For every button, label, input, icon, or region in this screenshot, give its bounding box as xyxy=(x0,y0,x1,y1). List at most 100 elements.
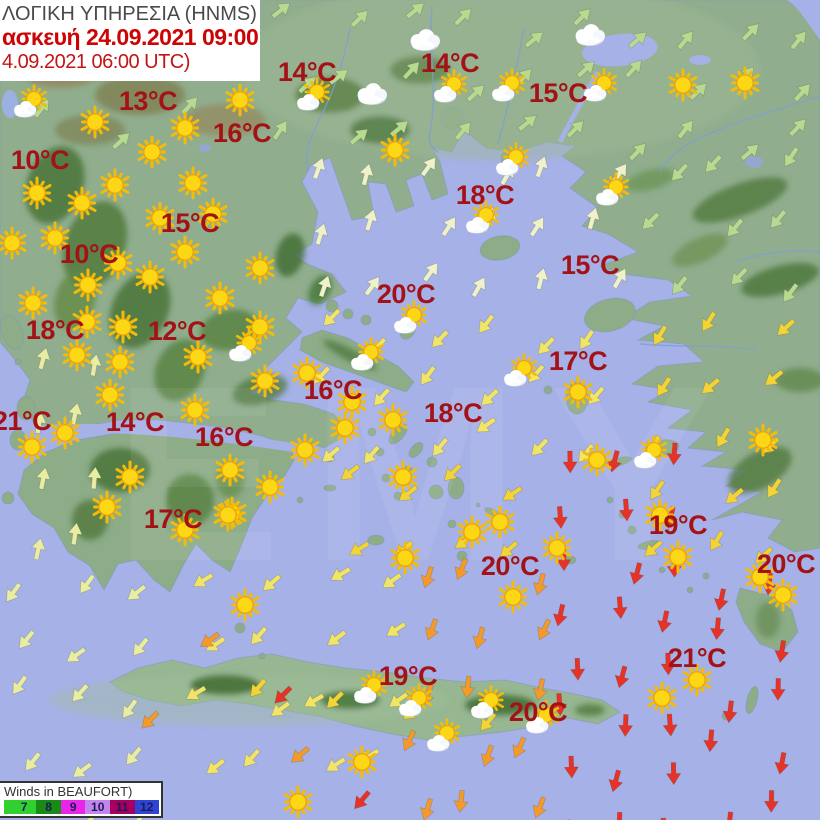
temperature-label: 15°C xyxy=(561,250,619,280)
sun-icon xyxy=(213,498,243,532)
header-box: ΛΟΓΙΚΗ ΥΠΗΡΕΣΙΑ (HNMS) ασκευή 24.09.2021… xyxy=(0,0,260,81)
wind-arrow xyxy=(709,617,726,641)
cloud-icon xyxy=(14,100,37,118)
wind-arrow xyxy=(71,683,90,703)
wind-arrow xyxy=(454,557,469,581)
cloud-icon xyxy=(399,699,422,717)
wind-arrow xyxy=(453,789,469,814)
wind-arrow xyxy=(650,479,666,501)
wind-arrow xyxy=(443,463,463,482)
wind-arrow xyxy=(764,369,785,386)
wind-arrow xyxy=(533,155,549,179)
wind-arrow xyxy=(478,313,495,334)
cloud-icon xyxy=(526,716,549,734)
sun-icon xyxy=(17,430,47,464)
temperature-label: 15°C xyxy=(529,78,587,108)
wind-arrow xyxy=(612,596,628,620)
wind-arrow xyxy=(262,573,282,591)
cloud-icon xyxy=(297,93,320,111)
wind-arrow xyxy=(274,685,293,704)
wind-arrow xyxy=(420,797,435,820)
wind-arrow xyxy=(617,714,634,738)
wind-arrow xyxy=(532,678,548,702)
wind-arrow xyxy=(701,377,721,394)
wind-arrow xyxy=(657,610,673,634)
cloud-icon xyxy=(427,734,450,752)
wind-arrow xyxy=(552,505,568,530)
wind-arrow xyxy=(774,751,790,775)
wind-arrow xyxy=(420,156,436,178)
sun-icon xyxy=(230,588,260,622)
legend-scale-cell: 8 xyxy=(36,800,61,814)
legend-scale-cell: 10 xyxy=(85,800,110,814)
wind-arrow xyxy=(739,144,760,162)
wind-arrow xyxy=(424,618,440,641)
wind-arrow xyxy=(611,267,627,290)
wind-arrow xyxy=(614,665,630,689)
wind-arrow xyxy=(789,30,807,51)
cloud-icon xyxy=(410,29,440,51)
wind-arrow xyxy=(563,755,580,779)
sun-icon xyxy=(255,470,285,504)
sun-icon xyxy=(647,681,677,715)
wind-arrow xyxy=(704,154,723,173)
sun-icon xyxy=(198,197,228,231)
wind-arrow xyxy=(250,677,268,698)
wind-arrow xyxy=(579,329,595,350)
wind-arrow xyxy=(66,646,87,663)
wind-arrow xyxy=(552,603,568,627)
wind-arrow xyxy=(641,211,661,230)
wind-arrow xyxy=(588,385,606,405)
wind-arrow xyxy=(585,207,601,230)
temperature-label: 18°C xyxy=(26,315,84,345)
wind-arrow xyxy=(466,84,485,103)
cloud-icon xyxy=(434,85,457,103)
wind-arrow xyxy=(250,625,268,645)
wind-arrow xyxy=(517,115,537,132)
wind-arrow xyxy=(624,59,642,79)
wind-arrow xyxy=(774,639,790,664)
wind-arrow xyxy=(180,96,198,116)
wind-arrow xyxy=(531,437,550,457)
wind-arrow xyxy=(31,410,47,435)
sun-icon xyxy=(390,541,420,575)
wind-arrow xyxy=(325,756,347,772)
cloud-icon xyxy=(229,344,252,362)
sun-icon xyxy=(388,460,418,494)
wind-arrow xyxy=(725,487,745,504)
wind-arrow xyxy=(72,761,93,778)
sun-icon xyxy=(92,490,122,524)
wind-arrow xyxy=(86,466,103,490)
wind-arrow xyxy=(389,120,409,138)
sun-icon xyxy=(115,460,145,494)
wind-arrow xyxy=(480,711,498,732)
legend-scale-cell: 11 xyxy=(109,800,135,814)
sun-icon xyxy=(62,338,92,372)
temperature-label: 17°C xyxy=(144,504,202,534)
sun-icon xyxy=(768,578,798,612)
wind-arrow xyxy=(499,540,519,558)
lake xyxy=(689,55,711,65)
sun-icon xyxy=(170,111,200,145)
watermark: EMY xyxy=(114,334,746,613)
wind-arrow xyxy=(348,128,369,146)
sun-icon xyxy=(337,385,367,419)
temperature-label: 20°C xyxy=(509,697,567,727)
sun-icon xyxy=(457,515,487,549)
wind-arrow xyxy=(676,30,694,51)
wind-arrow xyxy=(703,729,719,753)
wind-arrow xyxy=(476,417,497,433)
sun-icon xyxy=(682,663,712,697)
beaufort-legend: Winds in BEAUFORT) 7 8 9 10 11 12 xyxy=(0,781,163,818)
temperature-label: 10°C xyxy=(11,145,69,175)
wind-arrow xyxy=(722,700,738,724)
wind-arrow xyxy=(122,698,139,719)
sun-icon xyxy=(292,356,322,390)
header-forecast-datetime: ασκευή 24.09.2021 09:00 xyxy=(2,24,259,51)
black-sea-corner xyxy=(788,0,820,40)
wind-arrow xyxy=(363,444,381,465)
sun-icon xyxy=(283,785,313,819)
temperature-label: 19°C xyxy=(649,510,707,540)
